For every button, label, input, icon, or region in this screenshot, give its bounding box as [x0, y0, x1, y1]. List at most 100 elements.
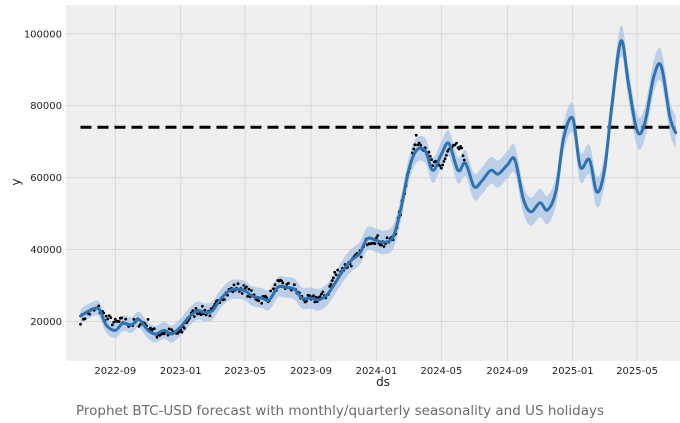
- observed-point: [152, 327, 156, 330]
- x-tick-label: 2023-05: [224, 366, 266, 377]
- y-tick-label: 40000: [30, 245, 62, 256]
- x-tick-label: 2022-09: [94, 366, 136, 377]
- observed-point: [117, 320, 121, 323]
- observed-point: [320, 292, 323, 296]
- x-tick-label: 2025-01: [552, 366, 594, 377]
- observed-point: [376, 234, 380, 237]
- observed-point: [170, 328, 174, 331]
- observed-point: [382, 245, 386, 248]
- observed-point: [236, 282, 240, 286]
- observed-point: [375, 236, 378, 240]
- observed-point: [419, 143, 423, 147]
- observed-point: [330, 279, 334, 283]
- x-tick-label: 2024-05: [420, 366, 462, 377]
- observed-point: [457, 147, 461, 151]
- y-tick-label: 100000: [24, 29, 62, 40]
- observed-point: [232, 283, 236, 287]
- observed-point: [313, 300, 317, 304]
- observed-point: [336, 268, 340, 272]
- observed-point: [107, 314, 111, 318]
- observed-point: [359, 255, 363, 259]
- forecast-chart: 2022-09 2023-01 2023-05 2023-09 2024-01 2024-…: [9, 5, 680, 389]
- observed-point: [257, 299, 261, 303]
- observed-point: [333, 270, 337, 274]
- y-tick-label: 60000: [30, 173, 62, 184]
- observed-point: [460, 146, 464, 150]
- observed-point: [183, 327, 186, 330]
- observed-point: [417, 141, 421, 145]
- observed-point: [223, 298, 226, 301]
- observed-point: [412, 147, 416, 151]
- y-axis-label: y: [9, 178, 23, 185]
- y-tick-label: 20000: [30, 317, 62, 328]
- observed-point: [373, 242, 377, 246]
- observed-point: [293, 283, 296, 287]
- observed-point: [246, 294, 250, 298]
- observed-point: [334, 273, 338, 277]
- observed-point: [318, 295, 322, 298]
- observed-point: [265, 296, 269, 300]
- observed-point: [438, 164, 442, 168]
- observed-point: [380, 243, 383, 247]
- observed-point: [269, 289, 273, 293]
- observed-point: [201, 304, 204, 308]
- observed-point: [242, 284, 246, 287]
- observed-point: [204, 313, 208, 317]
- y-tick-labels: 20000 40000 60000 80000 100000: [24, 29, 62, 328]
- plot-background: [66, 5, 680, 361]
- grid-lines: [66, 5, 680, 361]
- observed-point: [109, 316, 113, 320]
- x-tick-label: 2024-01: [356, 366, 398, 377]
- observed-point: [443, 157, 447, 161]
- observed-point: [245, 285, 248, 289]
- observed-point: [124, 317, 128, 321]
- observed-point: [416, 143, 420, 147]
- observed-point: [413, 143, 417, 147]
- observed-point: [112, 320, 116, 324]
- observed-point: [83, 317, 87, 321]
- observed-point: [79, 322, 82, 326]
- observed-point: [281, 281, 285, 285]
- observed-point: [180, 330, 184, 334]
- observed-point: [155, 335, 159, 339]
- observed-point: [240, 292, 244, 295]
- observed-point: [427, 150, 431, 154]
- observed-point: [280, 279, 283, 283]
- observed-point: [329, 283, 333, 286]
- observed-point: [110, 323, 114, 327]
- observed-point: [167, 327, 171, 331]
- observed-point: [442, 160, 446, 163]
- observed-point: [106, 317, 110, 321]
- observed-point: [321, 290, 325, 294]
- observed-point: [203, 308, 207, 312]
- observed-point: [414, 133, 418, 137]
- observed-point: [260, 301, 264, 305]
- observed-point: [273, 283, 277, 287]
- observed-point: [461, 154, 465, 158]
- observed-point: [441, 163, 444, 167]
- observed-point: [430, 158, 433, 162]
- observed-point: [139, 323, 142, 326]
- x-tick-labels: 2022-09 2023-01 2023-05 2023-09 2024-01 2024-…: [94, 366, 658, 377]
- observed-point: [102, 311, 106, 315]
- observed-point: [385, 236, 389, 240]
- observed-point: [431, 164, 435, 168]
- x-tick-label: 2023-09: [290, 366, 332, 377]
- observed-point: [132, 317, 136, 321]
- observed-point: [208, 314, 212, 318]
- observed-point: [446, 149, 449, 153]
- x-tick-label: 2024-09: [486, 366, 528, 377]
- figure-caption: Prophet BTC-USD forecast with monthly/qu…: [75, 403, 605, 419]
- observed-point: [196, 312, 199, 316]
- forecast-line-layer: [79, 39, 678, 336]
- observed-point: [305, 299, 308, 303]
- observed-point: [440, 166, 443, 170]
- observed-point: [332, 276, 335, 280]
- observed-point: [149, 326, 152, 330]
- observed-point: [192, 315, 196, 318]
- observed-point: [462, 158, 466, 162]
- observed-point: [120, 316, 123, 320]
- observed-point: [308, 294, 311, 297]
- observed-point: [97, 304, 101, 308]
- observed-point: [177, 330, 181, 334]
